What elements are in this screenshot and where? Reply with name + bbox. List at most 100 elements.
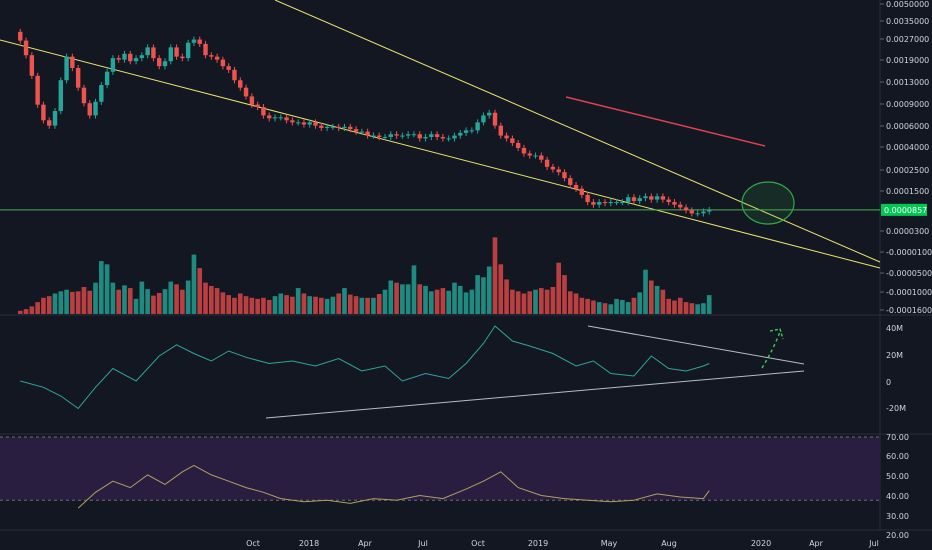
candle-body — [672, 202, 677, 205]
candle-body — [261, 106, 266, 116]
volume-bar — [330, 296, 336, 314]
candle-body — [214, 56, 220, 60]
obv-tick-label: 0 — [886, 378, 891, 387]
volume-bar — [417, 284, 423, 314]
candle-body — [678, 204, 683, 208]
volume-bar — [353, 296, 359, 314]
candle-body — [371, 135, 376, 137]
candle-body — [695, 213, 700, 215]
candle-body — [608, 202, 613, 204]
candle — [324, 123, 330, 132]
candle-body — [504, 135, 509, 139]
candle — [463, 127, 469, 137]
candle-body — [116, 58, 121, 60]
rsi-tick-label: 50.00 — [886, 472, 909, 481]
volume-bar — [446, 290, 451, 314]
candle-body — [284, 117, 289, 121]
candle — [359, 128, 365, 135]
volume-bar — [677, 297, 683, 314]
volume-bar — [104, 264, 110, 314]
candle-body — [99, 85, 104, 102]
candle-body — [550, 166, 556, 170]
volume-bar — [232, 297, 237, 314]
candle-body — [521, 147, 527, 154]
volume-bar — [660, 289, 666, 314]
candle — [272, 114, 278, 122]
volume-bar — [539, 288, 544, 314]
volume-bar — [162, 289, 168, 314]
volume-bar — [203, 282, 208, 314]
candle-body — [597, 202, 602, 205]
candle — [220, 56, 226, 70]
volume-bar — [631, 297, 637, 314]
candle-body — [313, 122, 318, 126]
candle — [683, 204, 689, 214]
candle-body — [122, 53, 127, 60]
price-tick-label: 0.0001500 — [886, 187, 929, 196]
trendlines — [0, 0, 881, 269]
candle-body — [440, 136, 446, 139]
candle — [544, 156, 550, 170]
candle — [498, 122, 503, 139]
candle — [232, 66, 237, 84]
volume-bar — [127, 288, 133, 314]
candlesticks — [18, 28, 712, 217]
candle — [510, 135, 515, 147]
candle — [116, 55, 121, 63]
candle-body — [133, 58, 139, 62]
volume-bar — [452, 282, 457, 314]
candle — [614, 199, 619, 206]
candle-body — [18, 31, 23, 41]
projected-breakout-arrow — [761, 331, 781, 369]
candle — [29, 52, 35, 79]
candle — [110, 55, 116, 75]
candle — [330, 123, 336, 130]
volume-bar — [145, 289, 150, 314]
candle-body — [388, 134, 393, 137]
candle — [226, 63, 231, 73]
volume-bar — [319, 297, 324, 314]
candle-body — [429, 134, 434, 137]
current-price-label: 0.0000857 — [884, 206, 927, 215]
candle-body — [267, 115, 272, 119]
volume-bar — [400, 284, 405, 314]
volume-bar — [75, 291, 81, 314]
volume-bar — [313, 296, 318, 314]
volume-bar — [41, 297, 46, 314]
candle-body — [591, 202, 596, 205]
obv-pane — [20, 325, 805, 419]
volume-bar — [237, 293, 243, 314]
volume-bar — [255, 298, 260, 314]
candle — [602, 199, 608, 207]
candle — [319, 122, 324, 132]
candle — [533, 152, 538, 159]
candle-body — [307, 122, 312, 125]
volume-bar — [701, 303, 706, 314]
candle-body — [689, 210, 695, 214]
volume-bar — [35, 302, 40, 314]
candle — [678, 201, 683, 211]
volume-bar — [423, 285, 428, 314]
candle-body — [58, 80, 63, 112]
candle — [701, 208, 706, 217]
volume-bar — [614, 298, 619, 314]
candle-body — [631, 197, 637, 202]
volume-bar — [371, 297, 376, 314]
candle — [504, 132, 509, 142]
candle — [52, 108, 58, 129]
time-tick-label: Apr — [809, 539, 824, 548]
volume-bar — [284, 295, 289, 314]
volume-bar — [342, 288, 347, 314]
candle-body — [174, 47, 179, 57]
candle — [261, 103, 266, 119]
candle-body — [573, 184, 579, 189]
time-tick-label: Aug — [661, 539, 677, 548]
candle-body — [29, 55, 35, 76]
volume-bar — [573, 293, 579, 314]
volume-bar — [585, 298, 590, 314]
volume-bar — [567, 291, 573, 314]
candle — [492, 109, 498, 129]
candle — [550, 163, 556, 173]
volume-bar — [301, 293, 307, 314]
candle-body — [405, 134, 411, 136]
